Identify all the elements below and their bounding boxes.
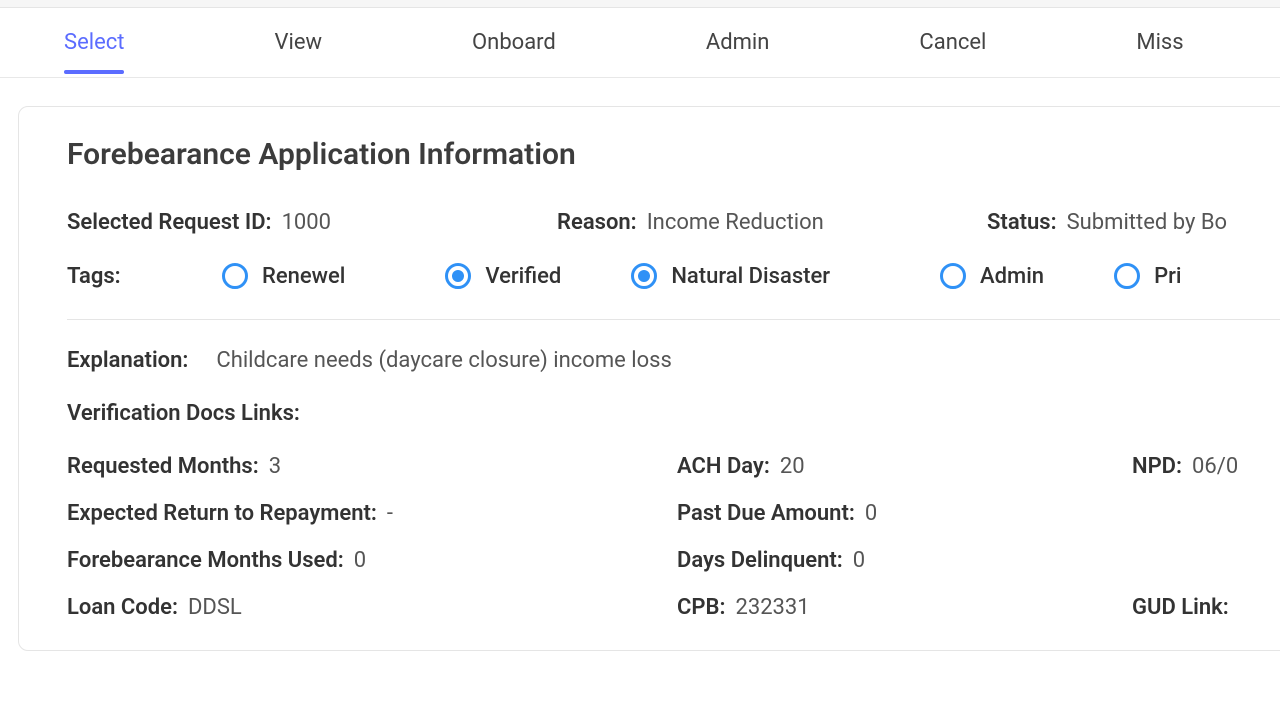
tag-label: Natural Disaster: [671, 264, 830, 289]
tag-verified[interactable]: Verified: [445, 263, 561, 289]
field-status: Status: Submitted by Bo: [987, 210, 1227, 235]
loan-code-value: DDSL: [188, 595, 242, 620]
tab-select[interactable]: Select: [64, 30, 124, 73]
tag-label: Verified: [485, 264, 561, 289]
request-id-label: Selected Request ID:: [67, 210, 272, 235]
tag-label: Pri: [1154, 264, 1181, 289]
field-requested-months: Requested Months: 3: [67, 454, 677, 479]
tab-onboard[interactable]: Onboard: [472, 30, 556, 73]
field-days-delinquent: Days Delinquent: 0: [677, 548, 865, 573]
days-delinquent-label: Days Delinquent:: [677, 548, 843, 573]
field-return: Expected Return to Repayment: -: [67, 501, 677, 526]
summary-row: Selected Request ID: 1000 Reason: Income…: [67, 210, 1280, 235]
tags-row: Tags: Renewel Verified Natural Disaster …: [67, 263, 1280, 289]
status-value: Submitted by Bo: [1067, 210, 1227, 235]
docs-row: Verification Docs Links:: [67, 401, 1280, 426]
requested-months-value: 3: [269, 454, 281, 479]
past-due-label: Past Due Amount:: [677, 501, 855, 526]
application-info-panel: Forebearance Application Information Sel…: [18, 106, 1280, 651]
explanation-value: Childcare needs (daycare closure) income…: [216, 348, 671, 373]
tags-label: Tags:: [67, 264, 212, 289]
radio-icon: [1114, 263, 1140, 289]
status-label: Status:: [987, 210, 1057, 235]
cpb-label: CPB:: [677, 595, 725, 620]
gud-label: GUD Link:: [1132, 595, 1229, 620]
cpb-value: 232331: [735, 595, 809, 620]
field-cpb: CPB: 232331: [677, 595, 1132, 620]
panel-title: Forebearance Application Information: [67, 137, 1280, 172]
field-months-used: Forebearance Months Used: 0: [67, 548, 677, 573]
explanation-row: Explanation: Childcare needs (daycare cl…: [67, 348, 1280, 373]
tag-label: Admin: [980, 264, 1044, 289]
radio-icon: [222, 263, 248, 289]
past-due-value: 0: [865, 501, 877, 526]
row-monthsused-delinquent: Forebearance Months Used: 0 Days Delinqu…: [67, 548, 1280, 573]
npd-value: 06/0: [1192, 454, 1238, 479]
window-top-border: [0, 0, 1280, 8]
field-npd: NPD: 06/0: [1132, 454, 1238, 479]
reason-value: Income Reduction: [647, 210, 824, 235]
tab-miss[interactable]: Miss: [1136, 30, 1183, 73]
request-id-value: 1000: [282, 210, 331, 235]
field-gud-link: GUD Link:: [1132, 595, 1239, 620]
row-return-pastdue: Expected Return to Repayment: - Past Due…: [67, 501, 1280, 526]
radio-icon: [445, 263, 471, 289]
field-request-id: Selected Request ID: 1000: [67, 210, 557, 235]
tab-cancel[interactable]: Cancel: [919, 30, 986, 73]
return-label: Expected Return to Repayment:: [67, 501, 377, 526]
return-value: -: [387, 501, 393, 526]
npd-label: NPD:: [1132, 454, 1182, 479]
field-loan-code: Loan Code: DDSL: [67, 595, 677, 620]
docs-label: Verification Docs Links:: [67, 401, 300, 426]
row-months-ach-npd: Requested Months: 3 ACH Day: 20 NPD: 06/…: [67, 454, 1280, 479]
tag-priority[interactable]: Pri: [1114, 263, 1181, 289]
field-past-due: Past Due Amount: 0: [677, 501, 877, 526]
radio-icon: [940, 263, 966, 289]
tab-admin[interactable]: Admin: [706, 30, 770, 73]
months-used-value: 0: [354, 548, 366, 573]
reason-label: Reason:: [557, 210, 637, 235]
tab-view[interactable]: View: [274, 30, 322, 73]
explanation-label: Explanation:: [67, 348, 188, 373]
ach-day-value: 20: [780, 454, 805, 479]
field-ach-day: ACH Day: 20: [677, 454, 1132, 479]
ach-day-label: ACH Day:: [677, 454, 770, 479]
requested-months-label: Requested Months:: [67, 454, 259, 479]
tag-natural-disaster[interactable]: Natural Disaster: [631, 263, 830, 289]
tag-admin[interactable]: Admin: [940, 263, 1044, 289]
loan-code-label: Loan Code:: [67, 595, 178, 620]
months-used-label: Forebearance Months Used:: [67, 548, 344, 573]
tab-bar: Select View Onboard Admin Cancel Miss: [0, 8, 1280, 78]
radio-icon: [631, 263, 657, 289]
tag-label: Renewel: [262, 264, 345, 289]
tag-renewel[interactable]: Renewel: [222, 263, 345, 289]
divider: [67, 319, 1280, 320]
field-reason: Reason: Income Reduction: [557, 210, 987, 235]
row-loancode-cpb-gud: Loan Code: DDSL CPB: 232331 GUD Link:: [67, 595, 1280, 620]
days-delinquent-value: 0: [853, 548, 865, 573]
